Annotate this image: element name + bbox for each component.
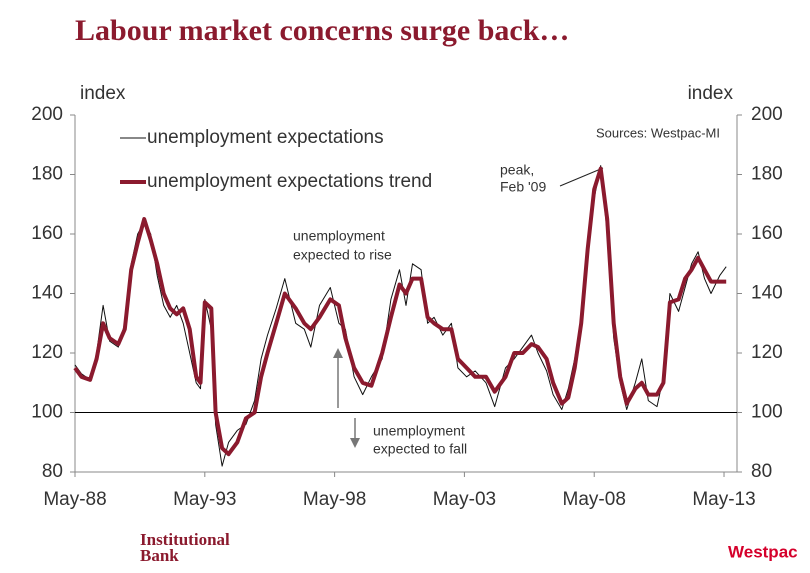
x-tick-label: May-93: [173, 489, 236, 510]
y-tick-label: 160: [31, 223, 63, 244]
y2-tick-label: 80: [751, 461, 772, 482]
y2-axis-label: index: [688, 83, 734, 104]
y-axis-label: index: [80, 83, 126, 104]
x-tick-label: May-98: [303, 489, 366, 510]
y-tick-label: 180: [31, 164, 63, 185]
y2-tick-label: 140: [751, 283, 783, 304]
annotation: unemployment: [293, 228, 385, 244]
y2-tick-label: 100: [751, 402, 783, 423]
annotation: peak,: [500, 162, 534, 178]
footer-logo: Westpac: [728, 542, 798, 561]
footer-brand: Institutional: [140, 530, 230, 549]
y2-tick-label: 160: [751, 223, 783, 244]
x-tick-label: May-03: [433, 489, 496, 510]
y-tick-label: 80: [42, 461, 63, 482]
footer-brand: Bank: [140, 546, 179, 565]
y-tick-label: 120: [31, 342, 63, 363]
x-tick-label: May-08: [563, 489, 626, 510]
legend-label: unemployment expectations trend: [147, 171, 432, 192]
y2-tick-label: 200: [751, 104, 783, 125]
annotation-pointer: [559, 167, 604, 187]
chart-title: Labour market concerns surge back…: [75, 14, 569, 47]
series-line: [74, 165, 727, 467]
arrows: [333, 348, 360, 448]
series-line: [73, 166, 727, 457]
source: Sources: Westpac-MI: [596, 125, 720, 140]
y2-tick-label: 120: [751, 342, 783, 363]
annotation: expected to rise: [293, 247, 392, 263]
x-tick-label: May-13: [692, 489, 755, 510]
y-tick-label: 140: [31, 283, 63, 304]
y2-tick-label: 180: [751, 164, 783, 185]
y-tick-label: 100: [31, 402, 63, 423]
y-tick-label: 200: [31, 104, 63, 125]
x-tick-label: May-88: [43, 489, 106, 510]
annotation: expected to fall: [373, 441, 467, 457]
legend-label: unemployment expectations: [147, 127, 384, 148]
annotation: Feb '09: [500, 179, 546, 195]
annotation: unemployment: [373, 423, 465, 439]
